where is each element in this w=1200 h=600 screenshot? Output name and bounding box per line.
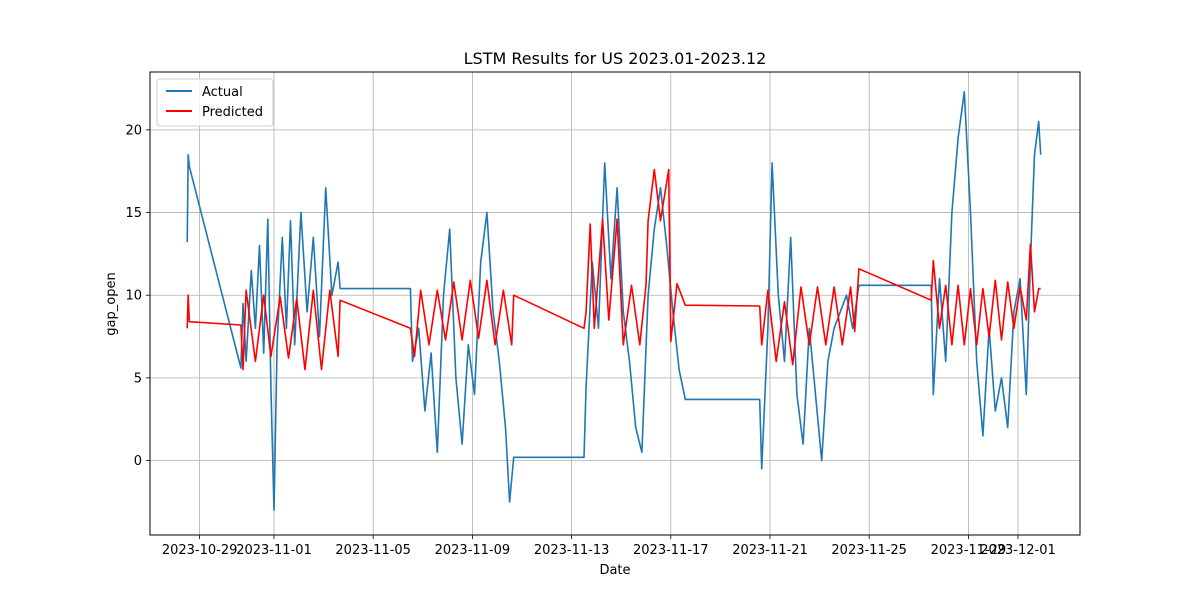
y-tick-label: 15 — [125, 206, 142, 221]
x-tick-label: 2023-11-25 — [831, 543, 907, 558]
plot-area — [186, 91, 1042, 512]
chart-title: LSTM Results for US 2023.01-2023.12 — [464, 49, 767, 68]
series-line-predicted — [186, 168, 1041, 371]
x-tick-label: 2023-11-01 — [236, 543, 312, 558]
x-tick-label: 2023-11-09 — [435, 543, 511, 558]
x-tick-label: 2023-11-17 — [633, 543, 709, 558]
x-tick-label: 2023-12-01 — [980, 543, 1056, 558]
legend: Actual Predicted — [156, 78, 274, 127]
y-tick-label: 10 — [125, 289, 142, 304]
legend-label-actual: Actual — [202, 85, 243, 100]
series-line-actual — [186, 91, 1042, 512]
y-tick-label: 20 — [125, 123, 142, 138]
x-axis-label: Date — [599, 563, 630, 578]
y-tick-label: 0 — [134, 454, 142, 469]
x-tick-label: 2023-11-29 — [931, 543, 1007, 558]
x-tick-label: 2023-11-13 — [534, 543, 610, 558]
x-tick-label: 2023-11-05 — [335, 543, 411, 558]
x-tick-label: 2023-10-29 — [162, 543, 238, 558]
plot-frame — [149, 71, 1081, 536]
y-tick-label: 5 — [134, 371, 142, 386]
series-layer — [186, 91, 1042, 512]
x-tick-label: 2023-11-21 — [732, 543, 808, 558]
y-axis-label: gap_open — [104, 272, 119, 335]
legend-label-predicted: Predicted — [202, 105, 263, 120]
y-axis-ticks: 0 5 10 15 20 — [125, 123, 150, 469]
